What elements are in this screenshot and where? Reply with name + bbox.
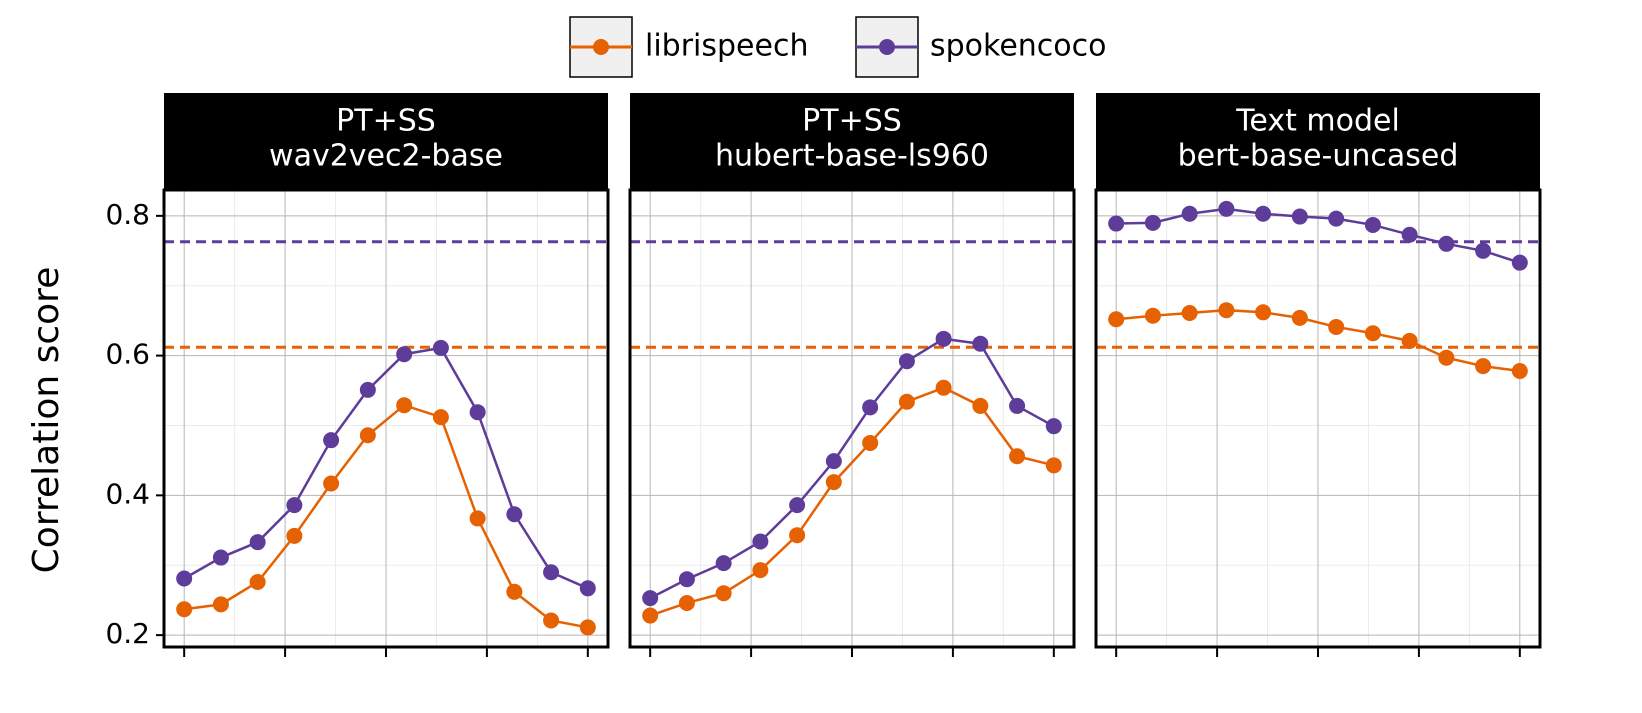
- data-point: [176, 570, 193, 587]
- data-point: [825, 474, 842, 491]
- data-point: [579, 580, 596, 597]
- data-point: [1291, 309, 1308, 326]
- data-point: [1511, 254, 1528, 271]
- data-point: [1511, 362, 1528, 379]
- data-point: [432, 339, 449, 356]
- data-point: [752, 533, 769, 550]
- data-point: [972, 397, 989, 414]
- data-point: [1438, 235, 1455, 252]
- legend-label: spokencoco: [930, 29, 1107, 64]
- data-point: [789, 497, 806, 514]
- data-point: [249, 574, 266, 591]
- data-point: [862, 434, 879, 451]
- data-point: [1144, 307, 1161, 324]
- data-point: [825, 453, 842, 470]
- facet-title: bert-base-uncased: [1178, 139, 1459, 174]
- data-point: [1328, 210, 1345, 227]
- data-point: [1181, 205, 1198, 222]
- data-point: [396, 346, 413, 363]
- data-point: [396, 397, 413, 414]
- data-point: [359, 427, 376, 444]
- data-point: [678, 594, 695, 611]
- data-point: [543, 564, 560, 581]
- facet-strip: [164, 93, 608, 190]
- data-point: [1108, 311, 1125, 328]
- y-tick-label: 0.2: [105, 617, 150, 650]
- legend-marker: [879, 39, 895, 55]
- data-point: [359, 381, 376, 398]
- data-point: [286, 497, 303, 514]
- data-point: [323, 475, 340, 492]
- data-point: [323, 432, 340, 449]
- data-point: [1438, 349, 1455, 366]
- data-point: [1475, 242, 1492, 259]
- data-point: [1255, 205, 1272, 222]
- data-point: [1401, 332, 1418, 349]
- panel-frame: [628, 188, 1076, 649]
- data-point: [935, 379, 952, 396]
- data-point: [1045, 457, 1062, 474]
- data-point: [898, 353, 915, 370]
- data-point: [469, 510, 486, 527]
- data-point: [1009, 448, 1026, 465]
- data-point: [176, 601, 193, 618]
- legend-marker: [593, 39, 609, 55]
- facet-strip: [630, 93, 1074, 190]
- data-point: [543, 612, 560, 629]
- data-point: [1475, 358, 1492, 375]
- y-tick-label: 0.8: [105, 198, 150, 231]
- y-axis-label: Correlation score: [26, 267, 67, 574]
- data-point: [1009, 397, 1026, 414]
- data-point: [715, 585, 732, 602]
- y-tick-label: 0.4: [105, 477, 150, 510]
- data-point: [1108, 215, 1125, 232]
- facet-title: Text model: [1235, 104, 1400, 139]
- data-point: [286, 527, 303, 544]
- panel-frame: [162, 188, 610, 649]
- data-point: [212, 549, 229, 566]
- data-point: [1181, 304, 1198, 321]
- facet-strip: [1096, 93, 1540, 190]
- data-point: [972, 335, 989, 352]
- data-point: [1328, 318, 1345, 335]
- data-point: [579, 619, 596, 636]
- data-point: [642, 590, 659, 607]
- data-point: [789, 527, 806, 544]
- data-point: [1218, 302, 1235, 319]
- data-point: [1255, 304, 1272, 321]
- data-point: [1364, 216, 1381, 233]
- data-point: [1045, 418, 1062, 435]
- data-point: [862, 399, 879, 416]
- data-point: [506, 583, 523, 600]
- facet-title: wav2vec2-base: [269, 139, 503, 174]
- data-point: [1144, 214, 1161, 231]
- data-point: [249, 534, 266, 551]
- data-point: [212, 596, 229, 613]
- data-point: [642, 607, 659, 624]
- legend-label: librispeech: [645, 29, 808, 64]
- data-point: [1401, 226, 1418, 243]
- data-point: [506, 506, 523, 523]
- data-point: [432, 409, 449, 426]
- data-point: [469, 404, 486, 421]
- data-point: [935, 330, 952, 347]
- data-point: [715, 555, 732, 572]
- panel-frame: [1094, 188, 1542, 649]
- data-point: [1291, 208, 1308, 225]
- data-point: [678, 571, 695, 588]
- facet-title: PT+SS: [336, 104, 436, 139]
- data-point: [898, 393, 915, 410]
- facet-title: hubert-base-ls960: [715, 139, 989, 174]
- data-point: [752, 562, 769, 579]
- data-point: [1218, 200, 1235, 217]
- data-point: [1364, 325, 1381, 342]
- y-tick-label: 0.6: [105, 338, 150, 371]
- facet-title: PT+SS: [802, 104, 902, 139]
